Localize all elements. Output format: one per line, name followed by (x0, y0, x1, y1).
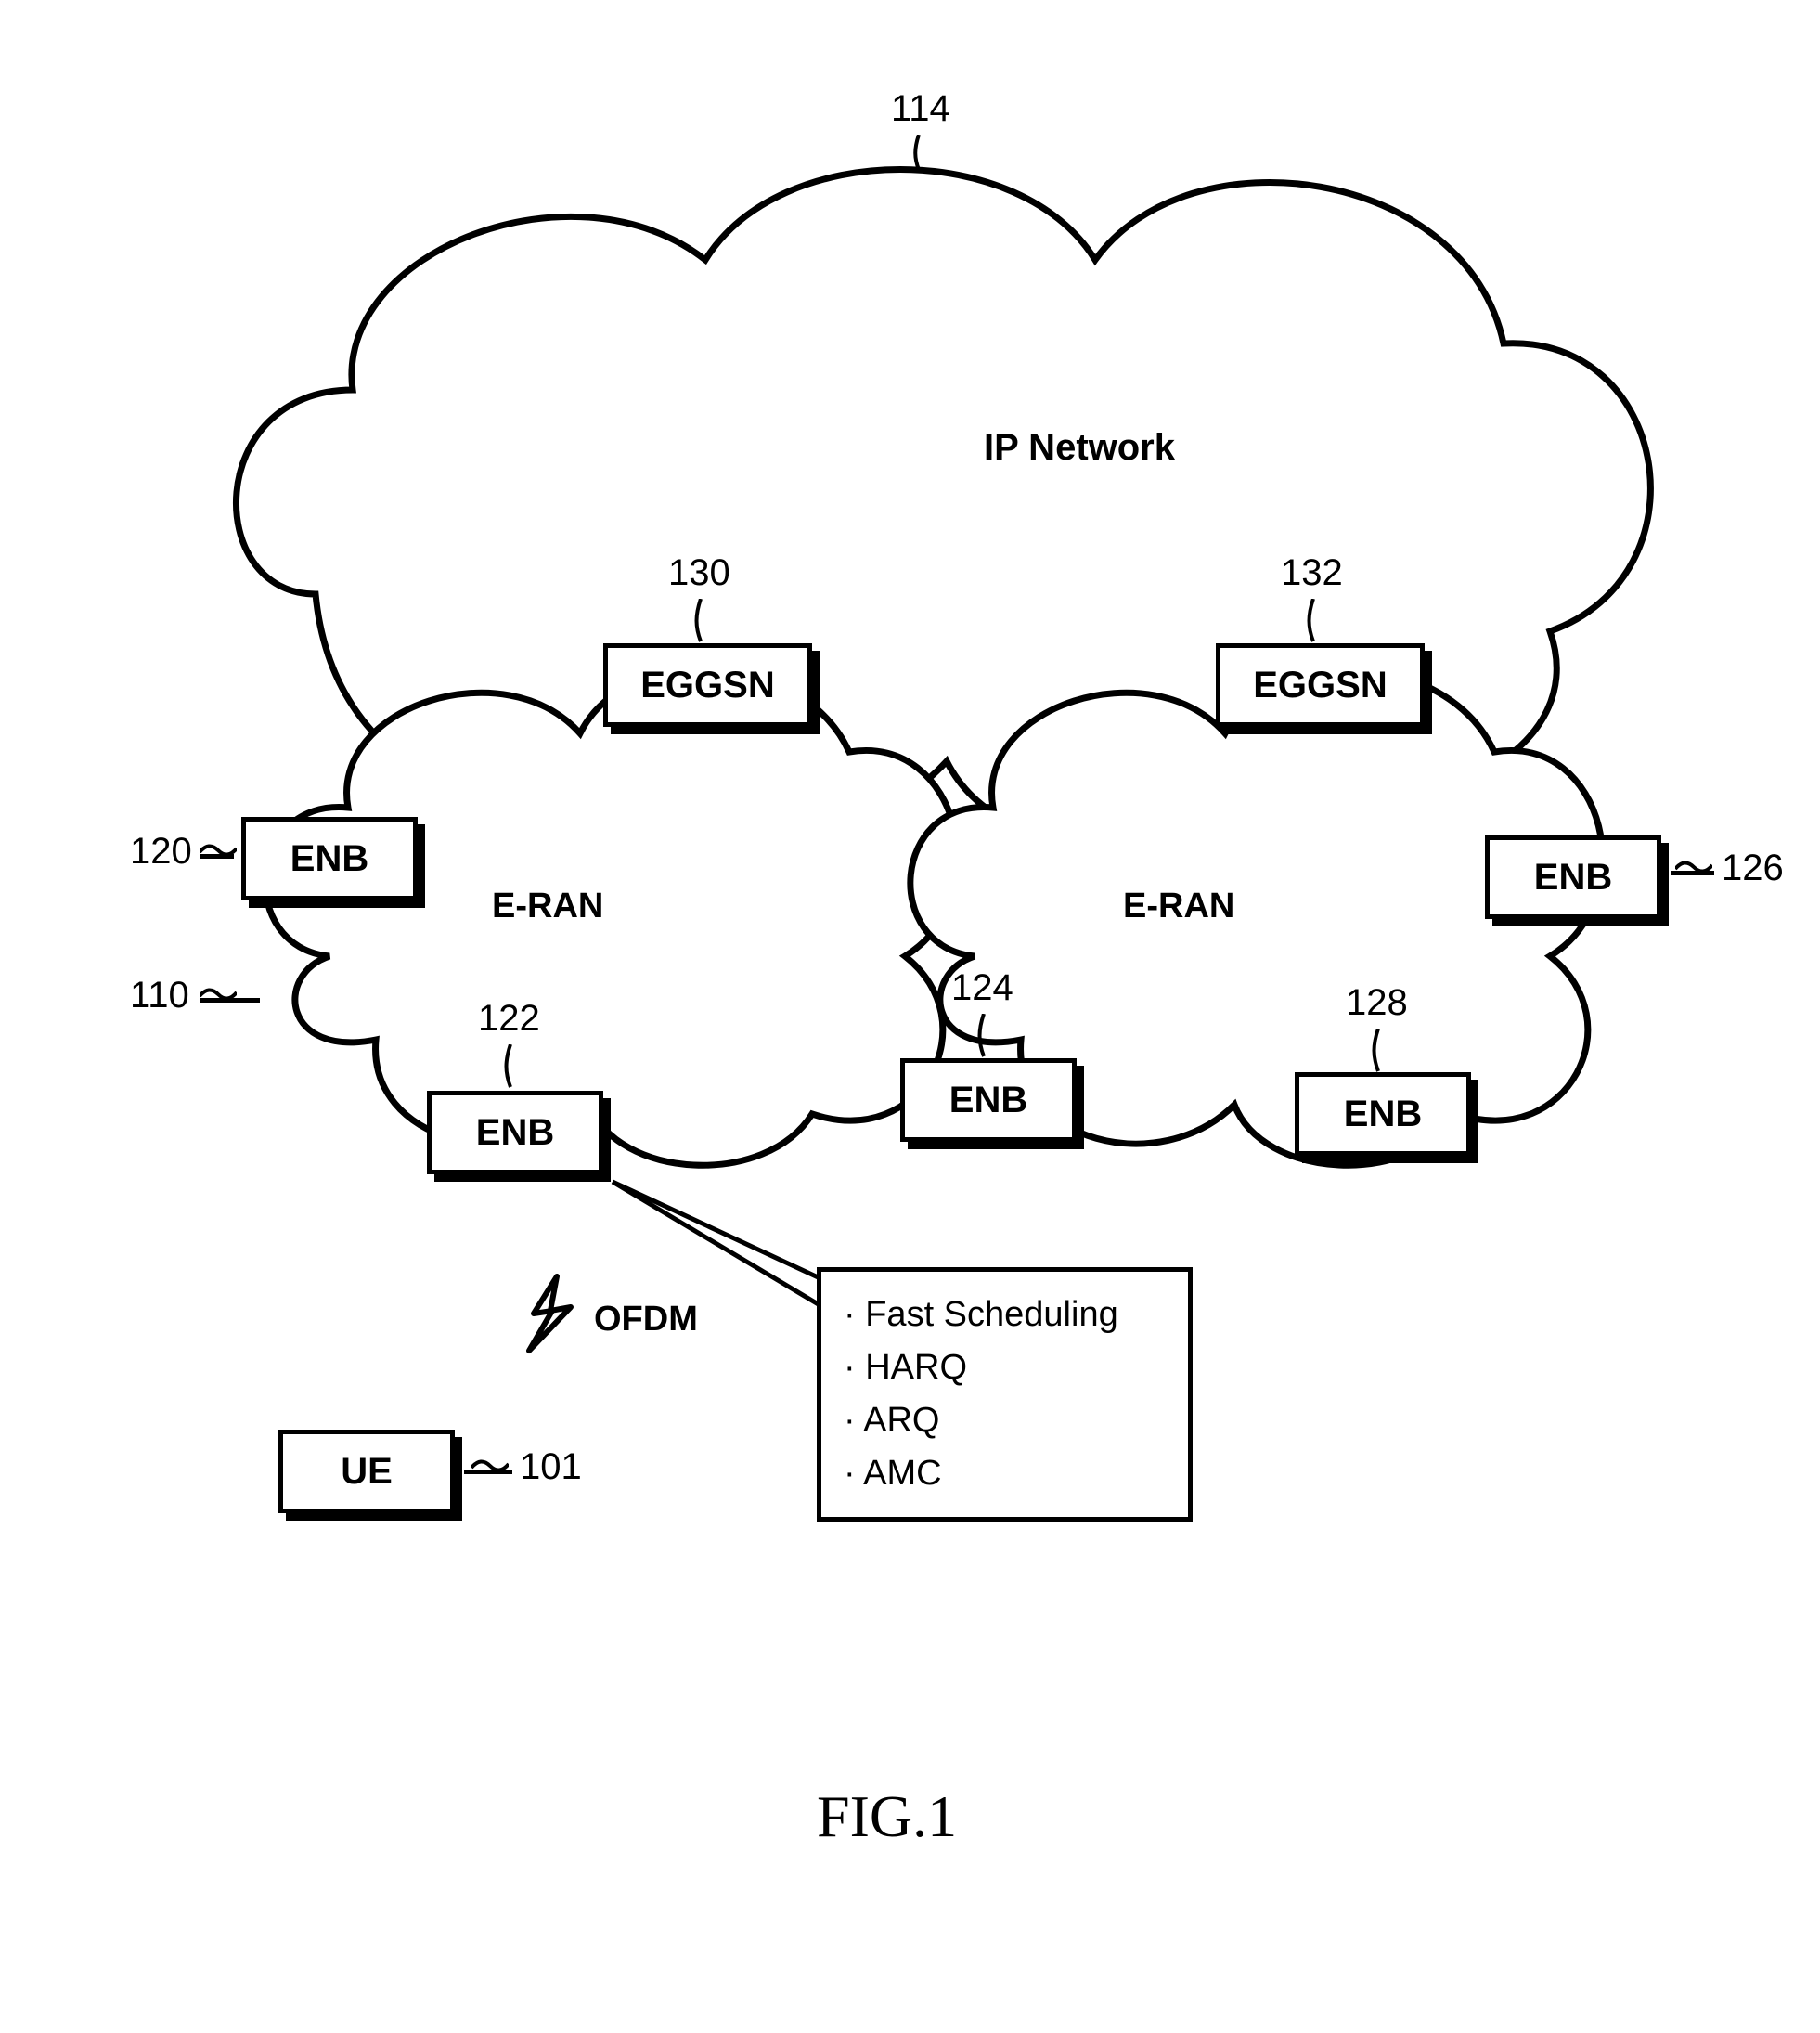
eggsn-left-box: EGGSN (603, 643, 812, 727)
enb-120-text: ENB (290, 838, 368, 880)
eggsn-left-ref: 130 (668, 552, 730, 594)
enb-124-box: ENB (900, 1058, 1077, 1142)
eggsn-right-ref: 132 (1281, 552, 1343, 594)
callout-item-0: Fast Scheduling (844, 1288, 1166, 1341)
enb-124-leader (975, 1014, 1002, 1060)
enb-126-box: ENB (1485, 835, 1661, 919)
enb-122-ref: 122 (478, 998, 540, 1040)
enb-128-ref: 128 (1346, 982, 1408, 1024)
callout-leader-lines (603, 1174, 845, 1314)
callout-box: Fast Scheduling HARQ ARQ AMC (817, 1267, 1193, 1522)
enb-128-text: ENB (1344, 1094, 1422, 1135)
eran-right-label: E-RAN (1123, 887, 1234, 926)
eran-left-label: E-RAN (492, 887, 603, 926)
callout-item-3: AMC (844, 1447, 1166, 1500)
enb-120-box: ENB (241, 817, 418, 900)
figure-caption: FIG.1 (817, 1782, 957, 1851)
enb-126-text: ENB (1534, 857, 1612, 899)
diagram-container: 114 IP Network E-RAN E-RAN EGGSN 130 EGG… (0, 0, 1820, 2033)
enb-128-box: ENB (1295, 1072, 1471, 1156)
enb-124-text: ENB (949, 1080, 1027, 1121)
eggsn-right-text: EGGSN (1253, 665, 1387, 706)
callout-item-2: ARQ (844, 1394, 1166, 1447)
ofdm-lightning-icon (515, 1272, 589, 1355)
eggsn-left-leader (691, 599, 719, 645)
ip-ref-leader (910, 135, 947, 172)
enb-120-tilde (200, 843, 237, 860)
enb-128-leader (1369, 1029, 1397, 1075)
eran-left-ref: 110 (130, 975, 189, 1017)
enb-124-ref: 124 (951, 967, 1013, 1009)
ue-ref-tilde (471, 1458, 509, 1475)
eran-left-ref-tilde (200, 987, 237, 1004)
ue-box: UE (278, 1430, 455, 1513)
enb-122-text: ENB (476, 1112, 554, 1154)
eggsn-left-text: EGGSN (640, 665, 774, 706)
callout-item-1: HARQ (844, 1341, 1166, 1394)
enb-126-ref: 126 (1722, 848, 1784, 889)
ip-network-label: IP Network (984, 427, 1175, 469)
enb-122-box: ENB (427, 1091, 603, 1174)
enb-126-ref-tilde (1675, 860, 1712, 876)
ue-ref: 101 (520, 1446, 582, 1488)
ip-ref-label: 114 (891, 88, 950, 130)
ue-text: UE (341, 1451, 393, 1493)
eggsn-right-box: EGGSN (1216, 643, 1425, 727)
eggsn-right-leader (1304, 599, 1332, 645)
enb-122-leader (501, 1044, 529, 1091)
enb-120-ref: 120 (130, 831, 192, 873)
